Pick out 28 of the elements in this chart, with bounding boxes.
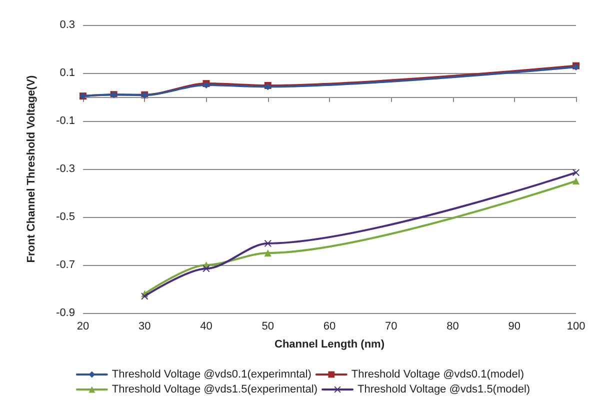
x-axis-title: Channel Length (nm) [274,338,385,350]
legend-label: Threshold Voltage @vds1.5(experimental) [112,384,318,396]
x-tick-label: 100 [566,320,586,332]
point [572,178,580,184]
y-axis-title: Front Channel Threshold Voltage(V) [26,74,38,263]
point [202,265,210,272]
legend-label: Threshold Voltage @vds1.5(model) [358,384,530,396]
x-tick-label: 80 [446,320,459,332]
y-tick-label: -0.9 [56,307,75,319]
x-tick-label: 60 [323,320,336,332]
legend-label: Threshold Voltage @vds0.1(experimntal) [112,368,312,380]
x-tick-label: 20 [76,320,90,332]
y-tick-label: -0.3 [56,163,75,175]
point [264,250,272,256]
point [572,169,580,176]
point [141,292,148,300]
legend-label: Threshold Voltage @vds0.1(model) [351,368,524,380]
y-tick-label: 0.1 [60,67,75,79]
x-tick-label: 50 [262,320,274,332]
x-tick-label: 30 [138,320,151,332]
y-tick-label: -0.1 [56,115,75,127]
x-tick-label: 40 [200,320,212,332]
y-tick-label: -0.5 [56,211,75,223]
y-tick-label: -0.7 [56,259,75,271]
point [264,240,272,247]
x-tick-label: 70 [385,320,398,332]
y-tick-label: 0.3 [60,19,75,31]
x-tick-label: 90 [508,320,520,332]
